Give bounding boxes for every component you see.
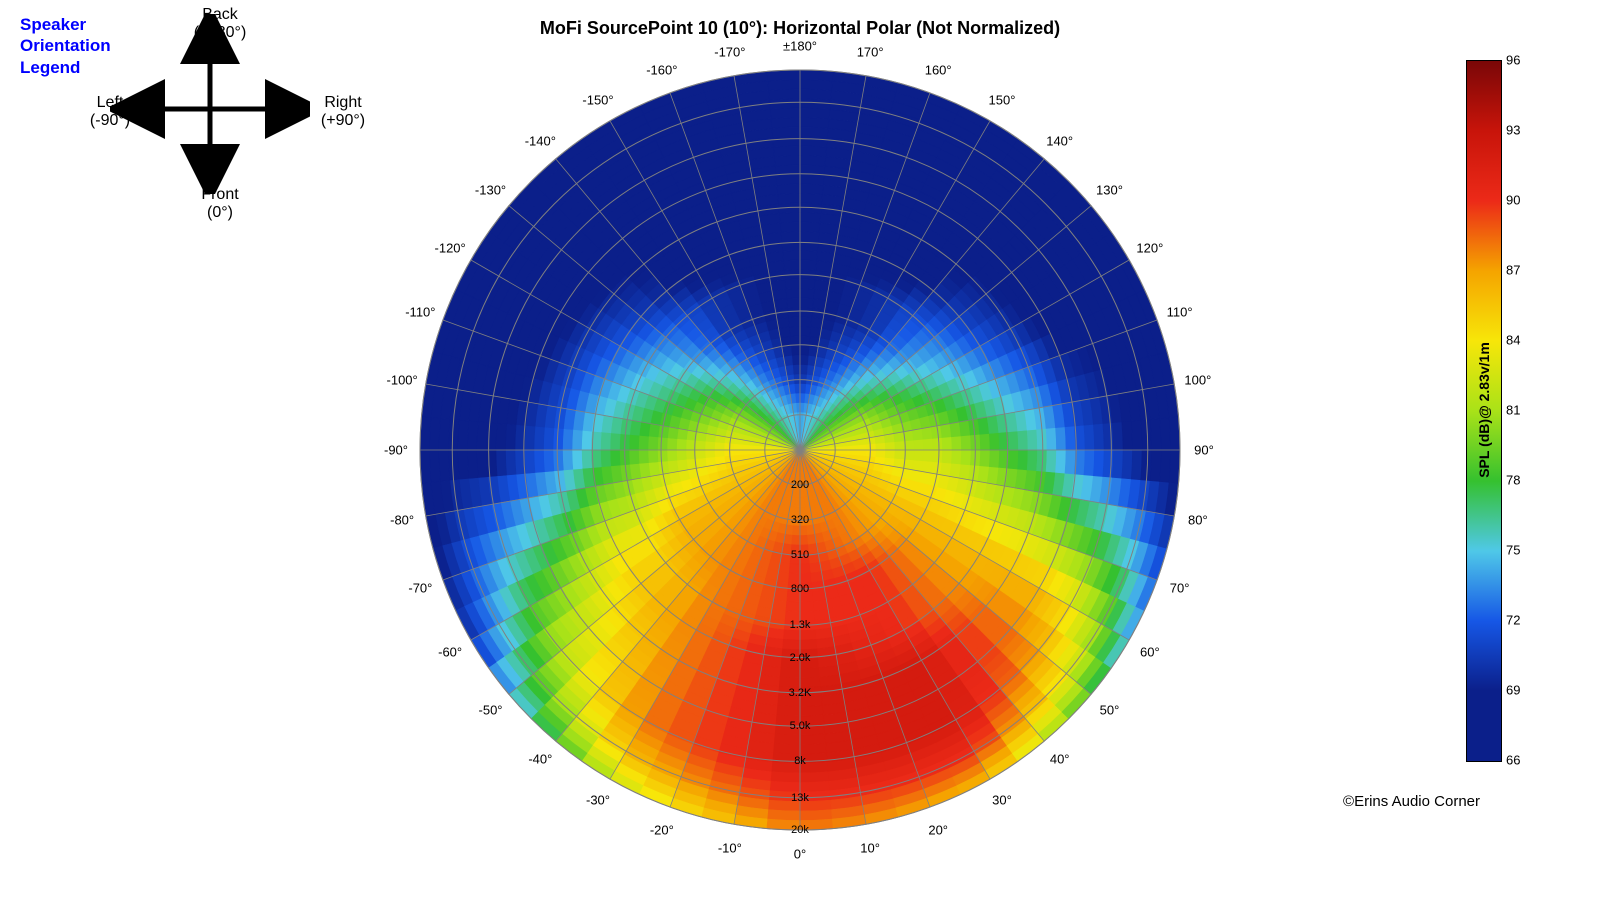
angle-tick-label: 30°	[992, 792, 1012, 807]
angle-tick-label: 90°	[1194, 443, 1214, 458]
colorbar-tick: 87	[1506, 263, 1520, 278]
angle-tick-label: 120°	[1136, 241, 1163, 256]
orientation-label-text: Right	[324, 94, 361, 111]
angle-tick-label: -160°	[646, 63, 677, 78]
angle-tick-label: ±180°	[783, 39, 817, 54]
orientation-label-text: Back	[202, 6, 238, 23]
angle-tick-label: 40°	[1050, 752, 1070, 767]
colorbar-tick: 90	[1506, 193, 1520, 208]
radial-tick-label: 8k	[794, 755, 806, 767]
radial-tick-label: 320	[791, 514, 809, 526]
polar-chart: -170°-160°-150°-140°-130°-120°-110°-100°…	[400, 40, 1200, 880]
orientation-label-sub: (0°)	[207, 204, 233, 221]
angle-tick-label: 70°	[1170, 581, 1190, 596]
radial-tick-label: 1.3k	[790, 619, 811, 631]
angle-tick-label: 100°	[1184, 372, 1211, 387]
radial-tick-label: 200	[791, 479, 809, 491]
colorbar-tick: 66	[1506, 753, 1520, 768]
angle-tick-label: 130°	[1096, 183, 1123, 198]
colorbar-tick: 78	[1506, 473, 1520, 488]
colorbar-tick: 93	[1506, 123, 1520, 138]
radial-tick-label: 20k	[791, 824, 809, 836]
angle-tick-label: 20°	[928, 822, 948, 837]
orientation-front-label: Front (0°)	[180, 186, 260, 223]
orientation-legend: Speaker Orientation Legend Back (±180°) …	[20, 14, 380, 234]
angle-tick-label: -130°	[475, 183, 506, 198]
angle-tick-label: -80°	[390, 513, 414, 528]
angle-tick-label: 150°	[989, 93, 1016, 108]
orientation-label-sub: (±180°)	[194, 24, 247, 41]
angle-tick-label: -70°	[408, 581, 432, 596]
angle-tick-label: -100°	[387, 372, 418, 387]
colorbar-tick: 75	[1506, 543, 1520, 558]
orientation-label-text: Front	[201, 186, 238, 203]
colorbar-tick: 81	[1506, 403, 1520, 418]
radial-tick-label: 510	[791, 549, 809, 561]
colorbar-tick: 96	[1506, 53, 1520, 68]
angle-tick-label: 80°	[1188, 513, 1208, 528]
angle-tick-label: 0°	[794, 847, 806, 862]
orientation-back-label: Back (±180°)	[180, 6, 260, 43]
angle-tick-label: 10°	[860, 840, 880, 855]
colorbar-label: SPL (dB)@ 2.83v/1m	[1476, 342, 1492, 478]
angle-tick-label: -170°	[714, 45, 745, 60]
orientation-label-sub: (-90°)	[90, 112, 130, 129]
orientation-legend-title-line: Orientation	[20, 36, 111, 55]
angle-tick-label: -60°	[438, 645, 462, 660]
angle-tick-label: -140°	[525, 133, 556, 148]
orientation-label-text: Left	[97, 94, 124, 111]
orientation-legend-title-line: Legend	[20, 58, 80, 77]
angle-tick-label: 110°	[1167, 304, 1193, 319]
angle-tick-label: 60°	[1140, 645, 1160, 660]
angle-tick-label: 160°	[925, 63, 952, 78]
radial-tick-label: 5.0k	[790, 720, 811, 732]
radial-tick-label: 800	[791, 583, 809, 595]
radial-tick-label: 3.2K	[789, 687, 812, 699]
angle-tick-label: -30°	[586, 792, 610, 807]
orientation-label-sub: (+90°)	[321, 112, 365, 129]
angle-tick-label: 170°	[857, 45, 884, 60]
angle-tick-label: -50°	[479, 702, 503, 717]
angle-tick-label: -90°	[384, 443, 408, 458]
angle-tick-label: -110°	[405, 304, 435, 319]
angle-tick-label: -150°	[582, 93, 613, 108]
angle-tick-label: -20°	[650, 822, 674, 837]
radial-tick-label: 13k	[791, 792, 809, 804]
angle-tick-label: -10°	[718, 840, 742, 855]
colorbar: 6669727578818487909396 SPL (dB)@ 2.83v/1…	[1466, 60, 1500, 760]
angle-tick-label: -40°	[528, 752, 552, 767]
angle-tick-label: 140°	[1046, 133, 1073, 148]
angle-tick-label: 50°	[1100, 702, 1120, 717]
colorbar-tick: 84	[1506, 333, 1520, 348]
orientation-right-label: Right (+90°)	[308, 94, 378, 131]
orientation-left-label: Left (-90°)	[75, 94, 145, 131]
colorbar-tick: 72	[1506, 613, 1520, 628]
credit-text: ©Erins Audio Corner	[1343, 793, 1480, 810]
radial-tick-label: 2.0k	[790, 652, 811, 664]
colorbar-tick: 69	[1506, 683, 1520, 698]
orientation-legend-title-line: Speaker	[20, 15, 86, 34]
angle-tick-label: -120°	[435, 241, 466, 256]
